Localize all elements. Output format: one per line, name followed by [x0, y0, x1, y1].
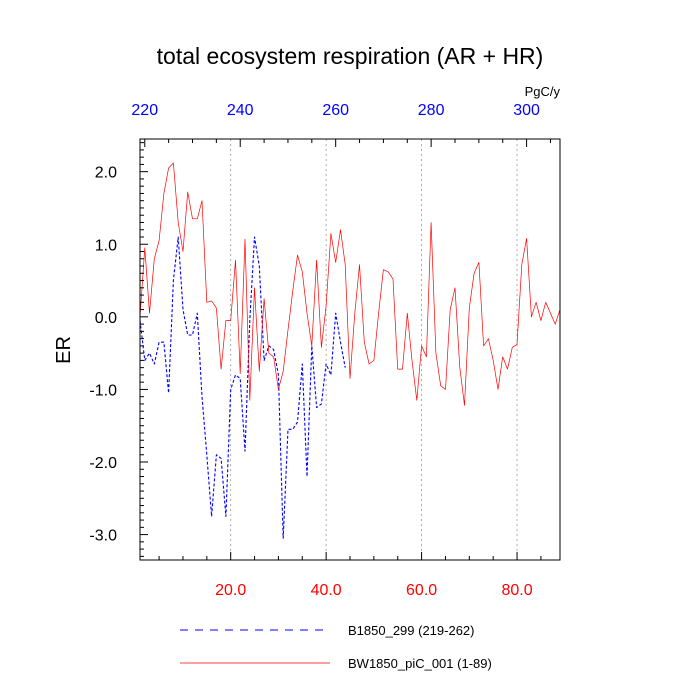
top-tick-label: 240	[227, 102, 254, 119]
bottom-tick-label: 60.0	[406, 582, 437, 599]
series-layer	[139, 162, 561, 539]
bottom-tick-label: 20.0	[215, 582, 246, 599]
series-bw1850-line	[139, 162, 561, 406]
plot-frame	[139, 138, 561, 561]
top-tick-label: 260	[322, 102, 349, 119]
top-tick-label: 280	[418, 102, 445, 119]
left-tick-label: 2.0	[95, 165, 117, 182]
units-label: PgC/y	[525, 84, 561, 99]
legend-label-bw1850: BW1850_piC_001 (1-89)	[348, 656, 492, 671]
left-tick-label: 1.0	[95, 237, 117, 254]
left-tick-label: 0.0	[95, 310, 117, 327]
chart-title: total ecosystem respiration (AR + HR)	[157, 43, 544, 69]
left-tick-label: -2.0	[89, 455, 117, 472]
tick-labels: 20.0 40.0 60.0 80.0 220 240 260 280 300 2.0 1.0 0.0…	[89, 102, 540, 599]
bottom-tick-label: 40.0	[311, 582, 342, 599]
top-tick-label: 300	[513, 102, 540, 119]
left-tick-label: -3.0	[89, 528, 117, 545]
top-tick-label: 220	[131, 102, 158, 119]
axes	[140, 139, 551, 560]
y-axis-label: ER	[53, 336, 75, 364]
series-b1850-line	[139, 236, 346, 539]
left-tick-label: -1.0	[89, 382, 117, 399]
legend-label-b1850: B1850_299 (219-262)	[348, 623, 475, 638]
legend: B1850_299 (219-262) BW1850_piC_001 (1-89…	[180, 623, 492, 671]
bottom-tick-label: 80.0	[501, 582, 532, 599]
